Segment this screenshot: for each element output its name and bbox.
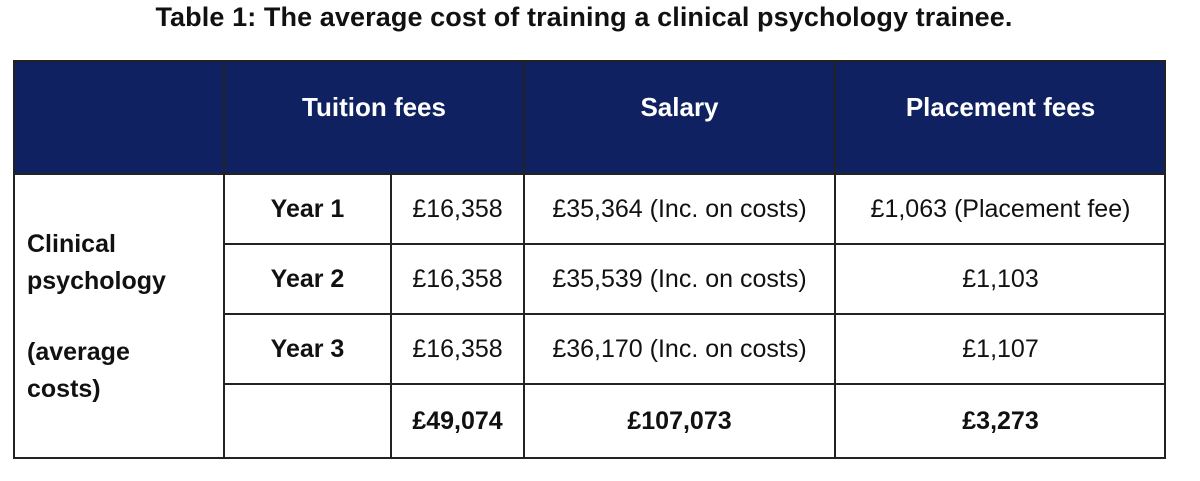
year-3-placement: £1,107: [962, 334, 1039, 363]
divider-row-2: [224, 313, 1166, 315]
border-top: [13, 60, 1166, 62]
year-1-placement: £1,063 (Placement fee): [870, 194, 1131, 223]
header-placement-fees: Placement fees: [835, 60, 1166, 174]
year-2-placement: £1,103: [962, 264, 1039, 293]
year-1-salary: £35,364 (Inc. on costs): [552, 194, 807, 223]
year-2-tuition: £16,358: [412, 264, 503, 293]
year-3-label: Year 3: [270, 334, 345, 363]
divider-col-1: [223, 60, 225, 459]
total-tuition: £49,074: [412, 407, 503, 435]
divider-row-3: [224, 383, 1166, 385]
year-2-salary: £35,539 (Inc. on costs): [552, 264, 807, 293]
divider-col-4: [834, 60, 836, 459]
cost-table: Tuition fees Salary Placement fees Clini…: [13, 60, 1166, 459]
year-3-salary: £36,170 (Inc. on costs): [552, 334, 807, 363]
divider-row-1: [224, 243, 1166, 245]
total-salary: £107,073: [627, 407, 732, 435]
border-header-bottom: [13, 173, 1166, 175]
row-label-clinical-psychology: Clinical psychology (average costs): [13, 174, 224, 459]
year-1-label: Year 1: [270, 194, 345, 223]
row-label-line-3: (average: [27, 337, 130, 366]
row-label-line-1: Clinical: [27, 229, 116, 258]
year-2-label: Year 2: [270, 264, 345, 293]
header-empty-cell: [13, 60, 224, 174]
year-1-tuition: £16,358: [412, 194, 503, 223]
header-salary: Salary: [524, 60, 835, 174]
year-3-tuition: £16,358: [412, 334, 503, 363]
border-bottom: [13, 457, 1166, 459]
divider-col-2: [390, 174, 392, 459]
header-tuition-fees: Tuition fees: [224, 60, 524, 174]
total-placement: £3,273: [962, 407, 1039, 435]
total-year-empty: [224, 384, 391, 459]
border-left: [13, 60, 15, 459]
row-label-line-4: costs): [27, 374, 101, 403]
row-label-line-2: psychology: [27, 266, 166, 295]
divider-col-3: [523, 60, 525, 459]
border-right: [1164, 60, 1166, 459]
table-title: Table 1: The average cost of training a …: [155, 2, 1013, 32]
